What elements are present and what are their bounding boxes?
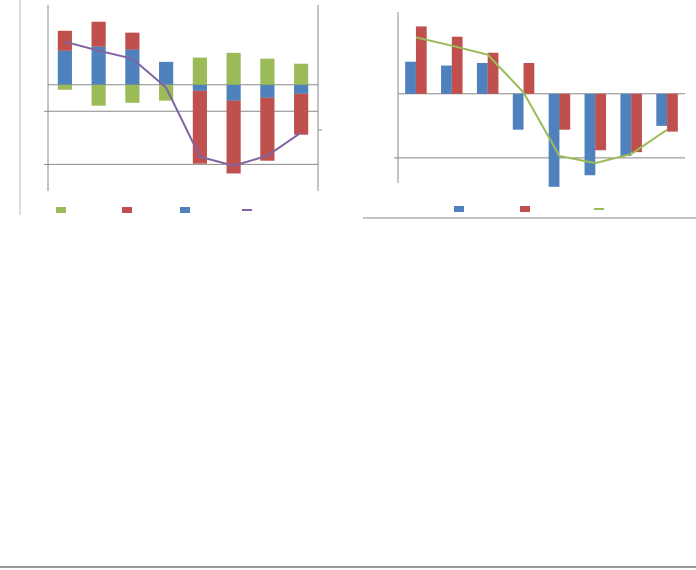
bar-segment [91,21,106,47]
bar [487,52,499,94]
bar [620,93,632,157]
bar-segment [192,57,207,85]
bar [415,26,427,94]
legend-swatch [122,207,132,213]
bar-segment [125,49,140,85]
legend-swatch [180,207,190,213]
bar-segment [294,84,309,94]
bar-segment [192,90,207,164]
bar-segment [57,30,72,51]
line-series [415,36,668,165]
bar-segment [294,63,309,85]
bar-segment [260,84,275,98]
bar [631,93,642,153]
bar-segment [91,46,106,85]
bar-segment [226,84,241,101]
bar [548,93,560,187]
bar-segment [125,84,140,103]
bar [595,93,607,151]
bar-segment [57,84,72,90]
bar [451,36,463,94]
bar [476,62,488,94]
bar-segment [294,93,309,135]
legend-swatch [454,206,464,212]
bar [523,62,535,94]
bar [441,65,452,94]
legend-swatch [56,207,66,213]
bar-segment [192,84,207,91]
bar [512,93,524,130]
bar [656,93,668,126]
bar [667,93,678,132]
bar-segment [260,58,275,85]
bar [584,93,596,176]
bar-segment [57,50,72,85]
bar-segment [226,100,241,174]
bar-segment [226,52,241,85]
legend-swatch [520,206,530,212]
line-series [64,40,302,167]
bar [559,93,571,130]
bar [405,61,416,94]
bar-segment [260,97,275,161]
bar-segment [125,32,140,50]
bar-segment [159,61,174,85]
bar-segment [91,84,106,106]
